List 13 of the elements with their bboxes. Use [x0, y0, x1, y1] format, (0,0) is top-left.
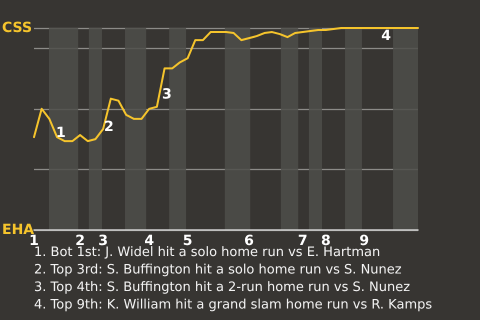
- x-tick-label: 5: [182, 233, 192, 249]
- annotation: 2: [104, 118, 114, 135]
- annotation: 3: [162, 86, 172, 103]
- text: CSS: [2, 20, 32, 36]
- text: 4. Top 9th: K. William hit a grand slam home run vs R. Kamps: [34, 298, 432, 312]
- x-tick-label: 7: [298, 233, 308, 249]
- annotation: 1: [56, 125, 66, 142]
- x-tick-label: 9: [359, 233, 370, 249]
- x-tick-label: 6: [244, 233, 254, 249]
- text: 3. Top 4th: S. Buffington hit a 2-run home run vs S. Nunez: [34, 280, 410, 295]
- text: 2. Top 3rd: S. Buffington hit a solo home run vs S. Nunez: [34, 262, 402, 278]
- annotation: 4: [381, 28, 392, 44]
- x-tick-label: 3: [98, 233, 108, 249]
